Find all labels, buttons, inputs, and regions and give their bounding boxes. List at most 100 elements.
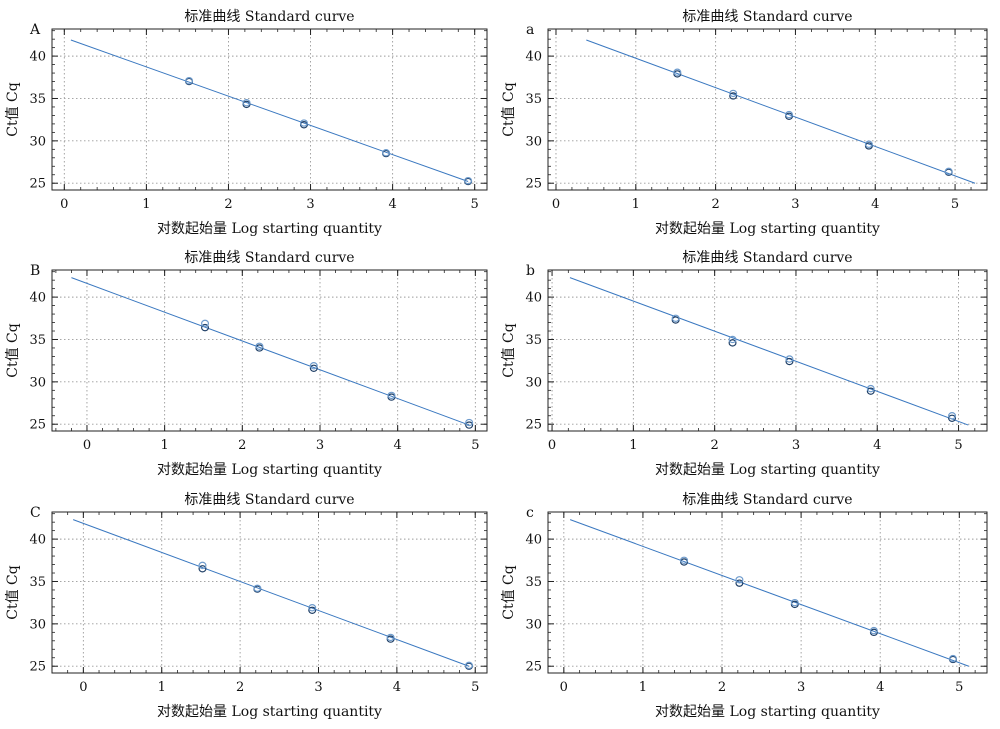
x-tick-label: 5 [471,197,479,212]
y-tick-label: 30 [525,134,542,149]
y-tick-label: 35 [525,333,542,348]
x-axis-label: 对数起始量 Log starting quantity [157,221,382,237]
data-point [464,661,473,670]
x-axis-label: 对数起始量 Log starting quantity [655,221,880,237]
x-tick-label: 3 [314,680,322,695]
y-tick-label: 30 [525,617,542,632]
x-tick-label: 2 [711,438,719,453]
y-tick-label: 40 [29,533,46,548]
x-tick-label: 0 [560,680,568,695]
fit-line [70,39,469,182]
x-tick-label: 2 [224,197,232,212]
data-point [729,92,738,100]
data-point [948,654,957,663]
chart-panel-3: 0 1 2 3 4 5 25 30 35 40 标准曲线 Standard curve B 对数起始量 … [5,250,488,478]
data-point [309,364,318,372]
data-point [198,561,207,570]
x-tick-label: 4 [393,680,401,695]
data-point [465,421,474,429]
y-axis-label: Ct值 Cq [5,565,21,619]
plot-frame [547,511,988,674]
plot-frame [51,269,488,432]
data-point [790,598,799,607]
y-axis-label: Ct值 Cq [5,82,21,136]
x-tick-label: 1 [142,197,150,212]
y-tick-label: 40 [525,291,542,306]
y-tick-label: 25 [525,177,542,192]
x-tick-label: 3 [306,197,314,212]
y-tick-label: 25 [525,660,542,675]
y-axis-label: Ct值 Cq [501,82,517,136]
x-tick-label: 0 [60,197,68,212]
data-point [255,342,264,350]
y-tick-label: 35 [29,92,46,107]
panel-tag-label: a [526,22,534,38]
fit-line [72,519,470,667]
y-tick-label: 30 [29,134,46,149]
data-point [464,176,473,185]
data-point [680,556,689,565]
y-tick-label: 35 [29,575,46,590]
x-tick-label: 1 [629,438,637,453]
data-point [299,119,308,127]
data-point [785,357,794,366]
panel-tag-label: B [30,263,40,279]
y-tick-label: 40 [29,50,46,65]
data-point [465,418,474,427]
x-tick-label: 0 [552,197,560,212]
data-point [735,579,744,587]
chart-panel-2: 0 1 2 3 4 5 25 30 35 40 标准曲线 Standard curve a 对数起始量 … [501,9,988,237]
x-tick-label: 2 [711,197,719,212]
x-tick-label: 3 [316,438,324,453]
y-tick-label: 40 [525,533,542,548]
fit-line [586,39,976,184]
data-point [785,110,794,119]
x-tick-label: 4 [876,680,884,695]
data-point [948,414,957,422]
data-point [253,584,262,592]
y-axis-label: Ct值 Cq [501,565,517,619]
y-tick-label: 35 [525,92,542,107]
chart-title: 标准曲线 Standard curve [184,9,354,25]
x-tick-label: 3 [791,197,799,212]
y-tick-label: 30 [29,375,46,390]
data-point [308,604,317,612]
y-tick-label: 35 [525,575,542,590]
x-tick-label: 2 [238,438,246,453]
chart-title: 标准曲线 Standard curve [682,9,852,25]
data-point [242,99,251,107]
chart-panel-1: 0 1 2 3 4 5 25 30 35 40 标准曲线 Standard curve A 对数起始量 … [5,9,488,237]
chart-title: 标准曲线 Standard curve [184,250,354,266]
x-axis-label: 对数起始量 Log starting quantity [655,462,880,478]
panel-tag-label: C [30,505,41,521]
x-tick-label: 3 [792,438,800,453]
data-point [308,606,317,614]
data-point [671,314,680,322]
fit-line [569,519,969,667]
y-tick-label: 25 [29,660,46,675]
data-point [387,391,396,400]
x-tick-label: 4 [873,438,881,453]
panel-tag-label: c [526,505,534,521]
data-point [201,319,210,328]
data-point [735,576,744,584]
data-point [948,412,957,420]
y-tick-label: 40 [525,50,542,65]
data-point [944,167,953,176]
panel-tag-label: b [526,263,535,279]
data-point [866,387,875,395]
y-tick-label: 25 [29,418,46,433]
plot-frame [51,28,488,191]
x-tick-label: 1 [632,197,640,212]
data-point [729,89,738,98]
chart-panel-5: 0 1 2 3 4 5 25 30 35 40 标准曲线 Standard curve C 对数起始量 … [5,492,488,720]
x-tick-label: 3 [797,680,805,695]
data-point [673,68,682,76]
chart-title: 标准曲线 Standard curve [682,492,852,508]
chart-title: 标准曲线 Standard curve [682,250,852,266]
x-axis-label: 对数起始量 Log starting quantity [655,704,880,720]
x-tick-label: 4 [871,197,879,212]
x-tick-label: 5 [955,680,963,695]
